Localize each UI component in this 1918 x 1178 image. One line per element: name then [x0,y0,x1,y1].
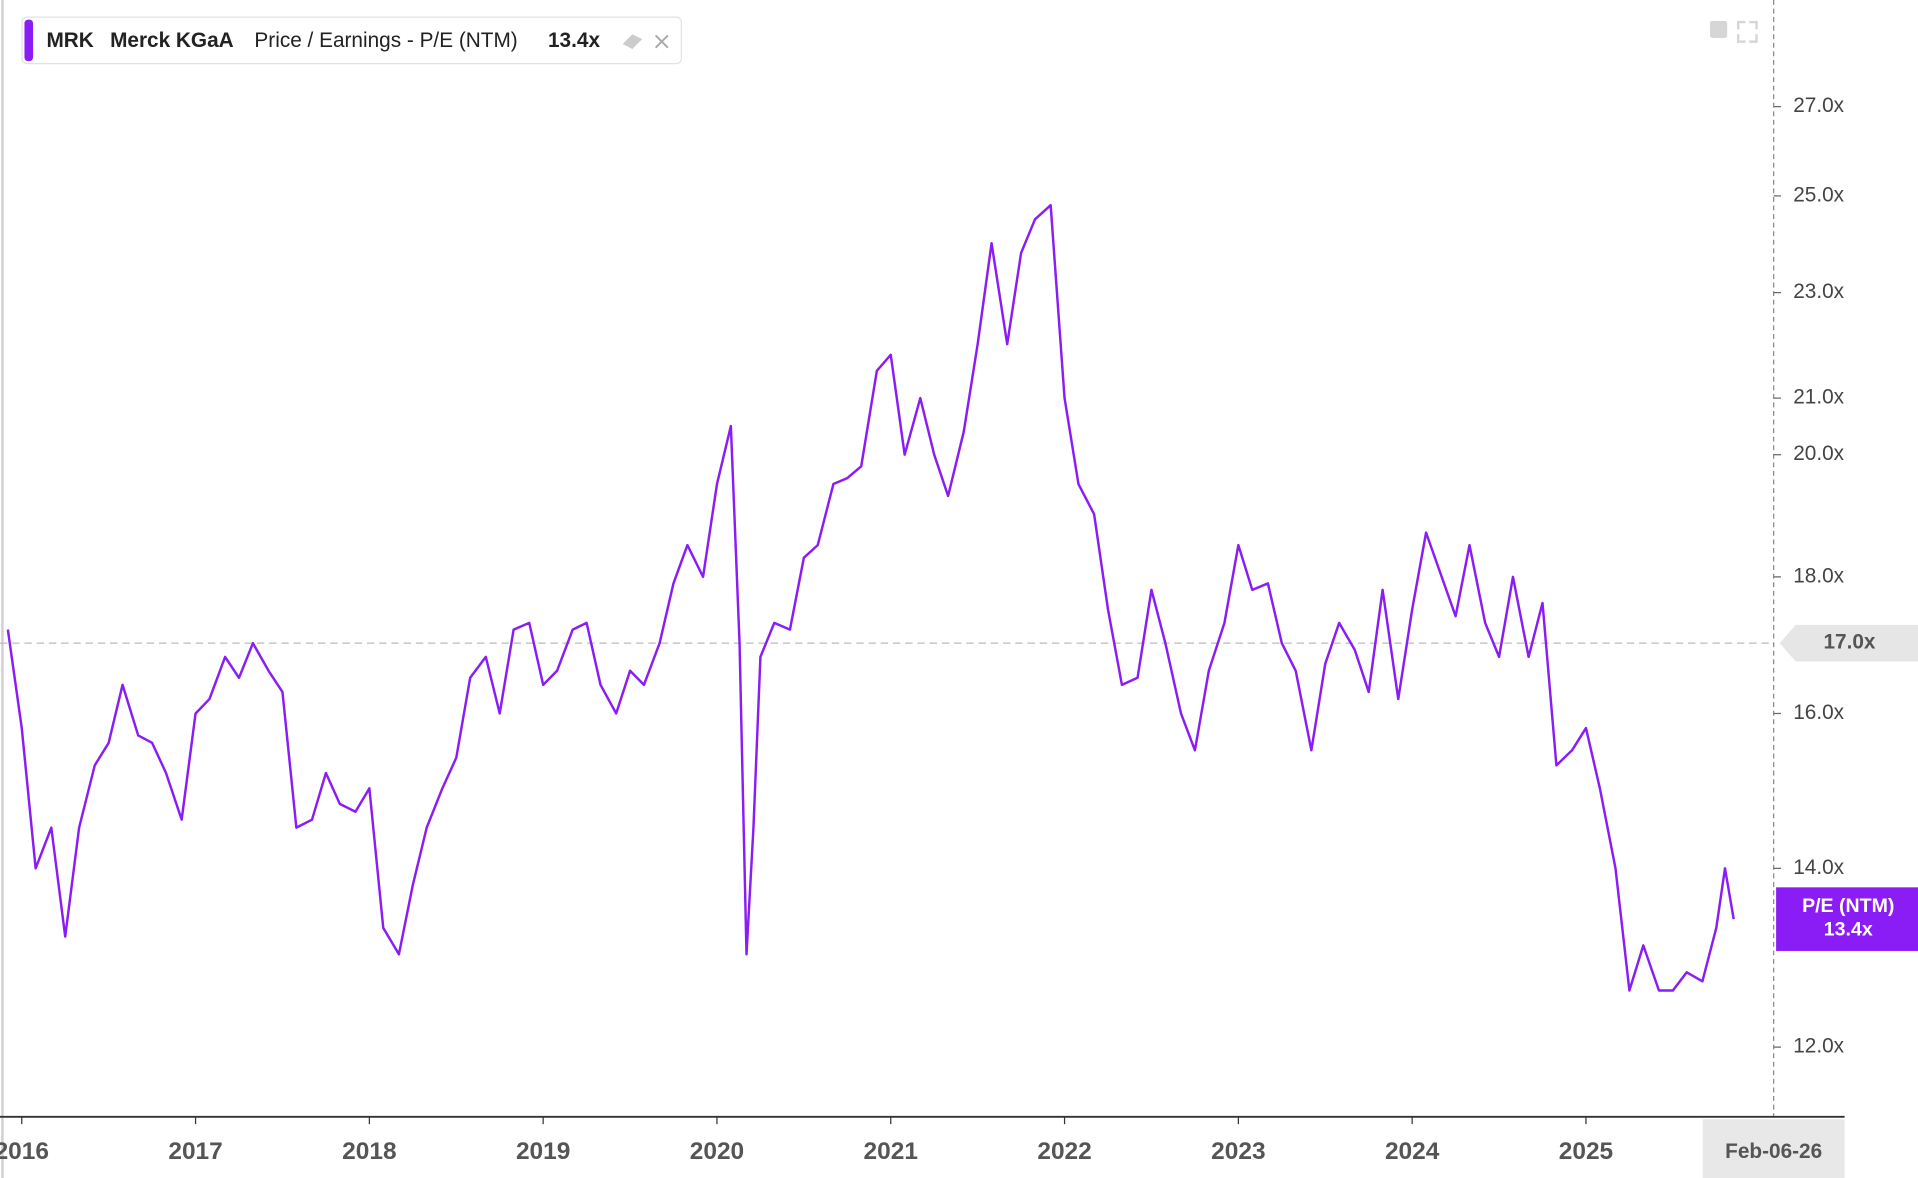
x-tick-label: 2019 [516,1138,570,1165]
legend-close[interactable] [654,34,669,49]
legend-company: Merck KGaA [110,29,234,52]
x-tick-label: 2025 [1559,1138,1613,1165]
current-tag-name: P/E (NTM) [1802,895,1894,917]
y-tick-label: 14.0x [1793,856,1844,879]
x-tick-label: 2017 [168,1138,222,1165]
legend-metric: Price / Earnings - P/E (NTM) [254,29,517,52]
legend-icon[interactable] [622,34,643,49]
y-tick-label: 21.0x [1793,386,1844,409]
current-tag [1776,887,1918,951]
series-line [6,203,1735,992]
y-tick-label: 25.0x [1793,183,1844,206]
legend-swatch [24,19,34,62]
y-tick-label: 20.0x [1793,442,1844,465]
legend-ticker: MRK [46,29,93,52]
x-tick-label: 2018 [342,1138,396,1165]
x-tick-label: 2016 [0,1138,49,1165]
x-tick-label: 2021 [864,1138,918,1165]
end-date-label: Feb-06-26 [1725,1140,1822,1163]
x-tick-label: 2023 [1211,1138,1265,1165]
y-tick-label: 27.0x [1793,94,1844,117]
current-tag-value: 13.4x [1824,918,1873,940]
legend-value: 13.4x [548,29,600,52]
y-tick-label: 18.0x [1793,564,1844,587]
reference-tag [1779,624,1918,662]
x-tick-label: 2024 [1385,1138,1440,1165]
fullscreen-icon[interactable] [1736,20,1758,43]
share-icon[interactable] [1710,20,1728,38]
x-tick-label: 2022 [1037,1138,1091,1165]
reference-label: 17.0x [1823,631,1875,654]
end-date-box [1702,1119,1845,1178]
y-tick-label: 12.0x [1793,1035,1844,1058]
y-tick-label: 23.0x [1793,280,1844,303]
x-tick-label: 2020 [690,1138,744,1165]
legend-box [21,16,682,65]
y-tick-label: 16.0x [1793,701,1844,724]
